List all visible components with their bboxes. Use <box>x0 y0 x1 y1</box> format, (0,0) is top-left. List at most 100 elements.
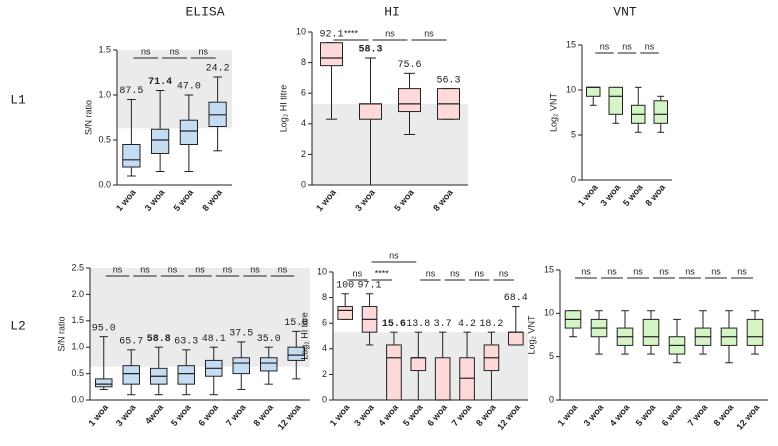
box <box>386 344 402 401</box>
significance-label: ns <box>250 264 260 274</box>
significance-label: ns <box>600 41 610 51</box>
percent-label: 100 <box>336 280 354 291</box>
y-tick-label: 0 <box>571 174 576 184</box>
percent-label: 68.4 <box>504 293 528 304</box>
significance-label: ns <box>622 41 632 51</box>
x-tick-label: 7 woa <box>224 402 248 428</box>
y-tick-label: 0.5 <box>98 134 111 144</box>
y-tick-label: 1.5 <box>98 44 111 54</box>
percent-label: 37.5 <box>229 329 253 340</box>
x-tick-label: 7 woa <box>686 402 710 428</box>
y-axis-label: Log₂ VNT <box>526 315 536 355</box>
box <box>151 128 170 154</box>
y-tick-label: 5 <box>549 351 554 361</box>
percent-label: 35.0 <box>257 334 281 345</box>
x-tick-label: 12 woa <box>734 402 762 432</box>
x-tick-label: 12 woa <box>276 402 304 432</box>
percent-label: 15.8 <box>284 318 308 329</box>
x-tick-label: 3 woa <box>582 402 606 428</box>
box <box>287 346 305 361</box>
percent-label: 56.3 <box>436 75 460 86</box>
y-tick-label: 10 <box>296 26 306 36</box>
x-tick-label: 8 woa <box>431 187 455 213</box>
shaded-region <box>90 268 310 367</box>
y-axis-label: S/N ratio <box>56 316 66 351</box>
percent-label: 92.1 <box>319 29 343 40</box>
x-tick-label: 3 woa <box>353 187 377 213</box>
x-tick-label: 6 woa <box>425 402 449 428</box>
box <box>653 100 668 124</box>
x-tick-label: 3 woa <box>352 402 376 428</box>
y-tick-label: 0 <box>549 394 554 404</box>
box <box>746 318 764 346</box>
box <box>508 331 524 346</box>
x-tick-label: 4woa <box>143 402 166 426</box>
box <box>410 357 427 372</box>
x-tick-label: 8 woa <box>200 187 224 213</box>
percent-label: 63.3 <box>174 336 198 347</box>
significance-label: ns <box>711 266 721 276</box>
box <box>122 365 140 385</box>
significance-label: ns <box>353 268 363 278</box>
y-tick-label: 1.5 <box>71 315 84 325</box>
y-tick-label: 6 <box>301 88 306 98</box>
significance-label: ns <box>195 264 205 274</box>
percent-label: 47.0 <box>177 82 201 93</box>
x-tick-label: 6 woa <box>660 402 684 428</box>
percent-label: 71.4 <box>148 77 172 88</box>
y-tick-label: 10 <box>544 308 554 318</box>
x-tick-label: 8 woa <box>712 402 736 428</box>
y-tick-label: 5 <box>571 129 576 139</box>
x-tick-label: 1 woa <box>86 402 110 428</box>
y-axis-label: Log₂ VNT <box>548 92 558 132</box>
x-tick-label: 5 woa <box>401 402 425 428</box>
percent-label: 48.1 <box>202 334 226 345</box>
percent-label: 58.8 <box>147 334 171 345</box>
x-tick-label: 1 woa <box>556 402 580 428</box>
significance-label: ns <box>168 264 178 274</box>
y-tick-label: 15 <box>544 264 554 274</box>
y-tick-label: 0.0 <box>71 394 84 404</box>
x-tick-label: 4 woa <box>608 402 632 428</box>
significance-label: ns <box>113 264 123 274</box>
y-axis-label: S/N ratio <box>83 100 93 135</box>
significance-label: ns <box>140 264 150 274</box>
y-tick-label: 8 <box>301 57 306 67</box>
x-tick-label: 1 woa <box>314 187 338 213</box>
percent-label: 3.7 <box>434 319 452 330</box>
percent-label: 4.2 <box>458 319 476 330</box>
significance-label: ns <box>450 268 460 278</box>
x-tick-label: 1 woa <box>576 182 600 208</box>
percent-label: 87.5 <box>119 86 143 97</box>
box <box>337 306 353 320</box>
x-tick-label: 5 woa <box>392 187 416 213</box>
percent-label: 95.0 <box>92 323 116 334</box>
significance-label: ns <box>737 266 747 276</box>
y-axis-label: Log₂ HI titre <box>299 312 309 360</box>
x-tick-label: 3 woa <box>114 402 138 428</box>
box <box>95 378 113 388</box>
percent-label: 58.3 <box>358 45 382 56</box>
x-tick-label: 6 woa <box>196 402 220 428</box>
y-axis-label: Log₂ HI titre <box>278 85 288 133</box>
box <box>586 86 601 97</box>
y-tick-label: 0 <box>301 179 306 189</box>
percent-label: 18.2 <box>479 319 503 330</box>
significance-label: ns <box>170 46 180 56</box>
box <box>359 103 382 120</box>
y-tick-label: 0.0 <box>98 179 111 189</box>
y-tick-label: 6 <box>322 318 327 328</box>
significance-label: **** <box>375 268 390 278</box>
significance-label: ns <box>581 266 591 276</box>
significance-label: ns <box>499 268 509 278</box>
x-tick-label: 8 woa <box>643 182 667 208</box>
x-tick-label: 1 woa <box>114 187 138 213</box>
x-tick-label: 5 woa <box>621 182 645 208</box>
row-label: L1 <box>10 92 26 107</box>
y-tick-label: 8 <box>322 292 327 302</box>
y-tick-label: 2 <box>301 149 306 159</box>
x-tick-label: 8 woa <box>251 402 275 428</box>
y-tick-label: 2 <box>322 369 327 379</box>
box <box>434 357 451 401</box>
box <box>179 119 198 145</box>
